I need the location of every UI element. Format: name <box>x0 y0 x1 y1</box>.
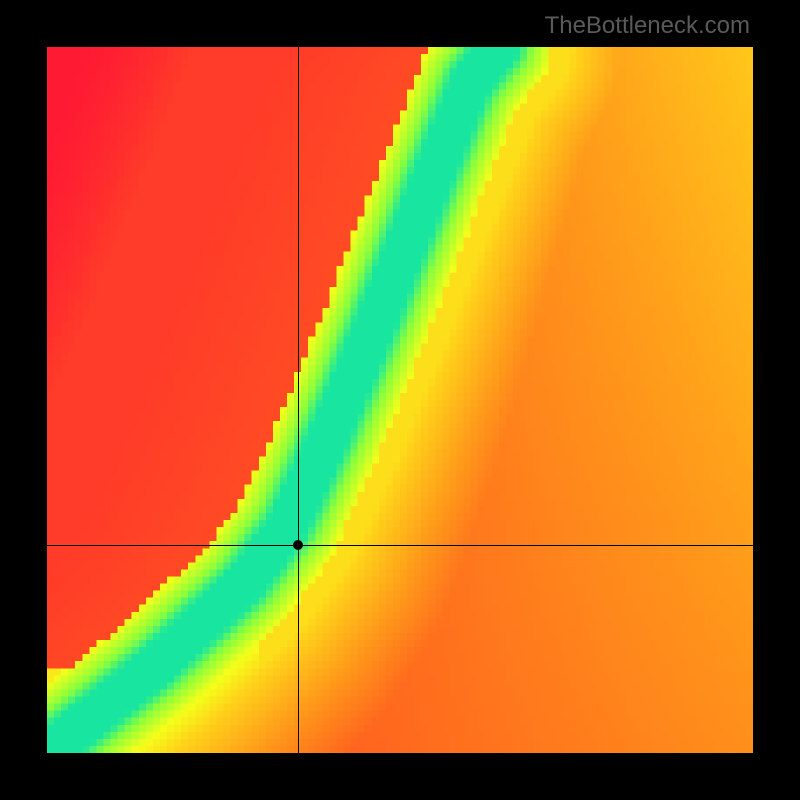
plot-area <box>47 47 753 753</box>
heatmap-canvas <box>47 47 753 753</box>
crosshair-horizontal <box>47 545 753 546</box>
crosshair-vertical <box>298 47 299 753</box>
watermark-text: TheBottleneck.com <box>545 12 750 40</box>
crosshair-marker <box>293 540 303 550</box>
